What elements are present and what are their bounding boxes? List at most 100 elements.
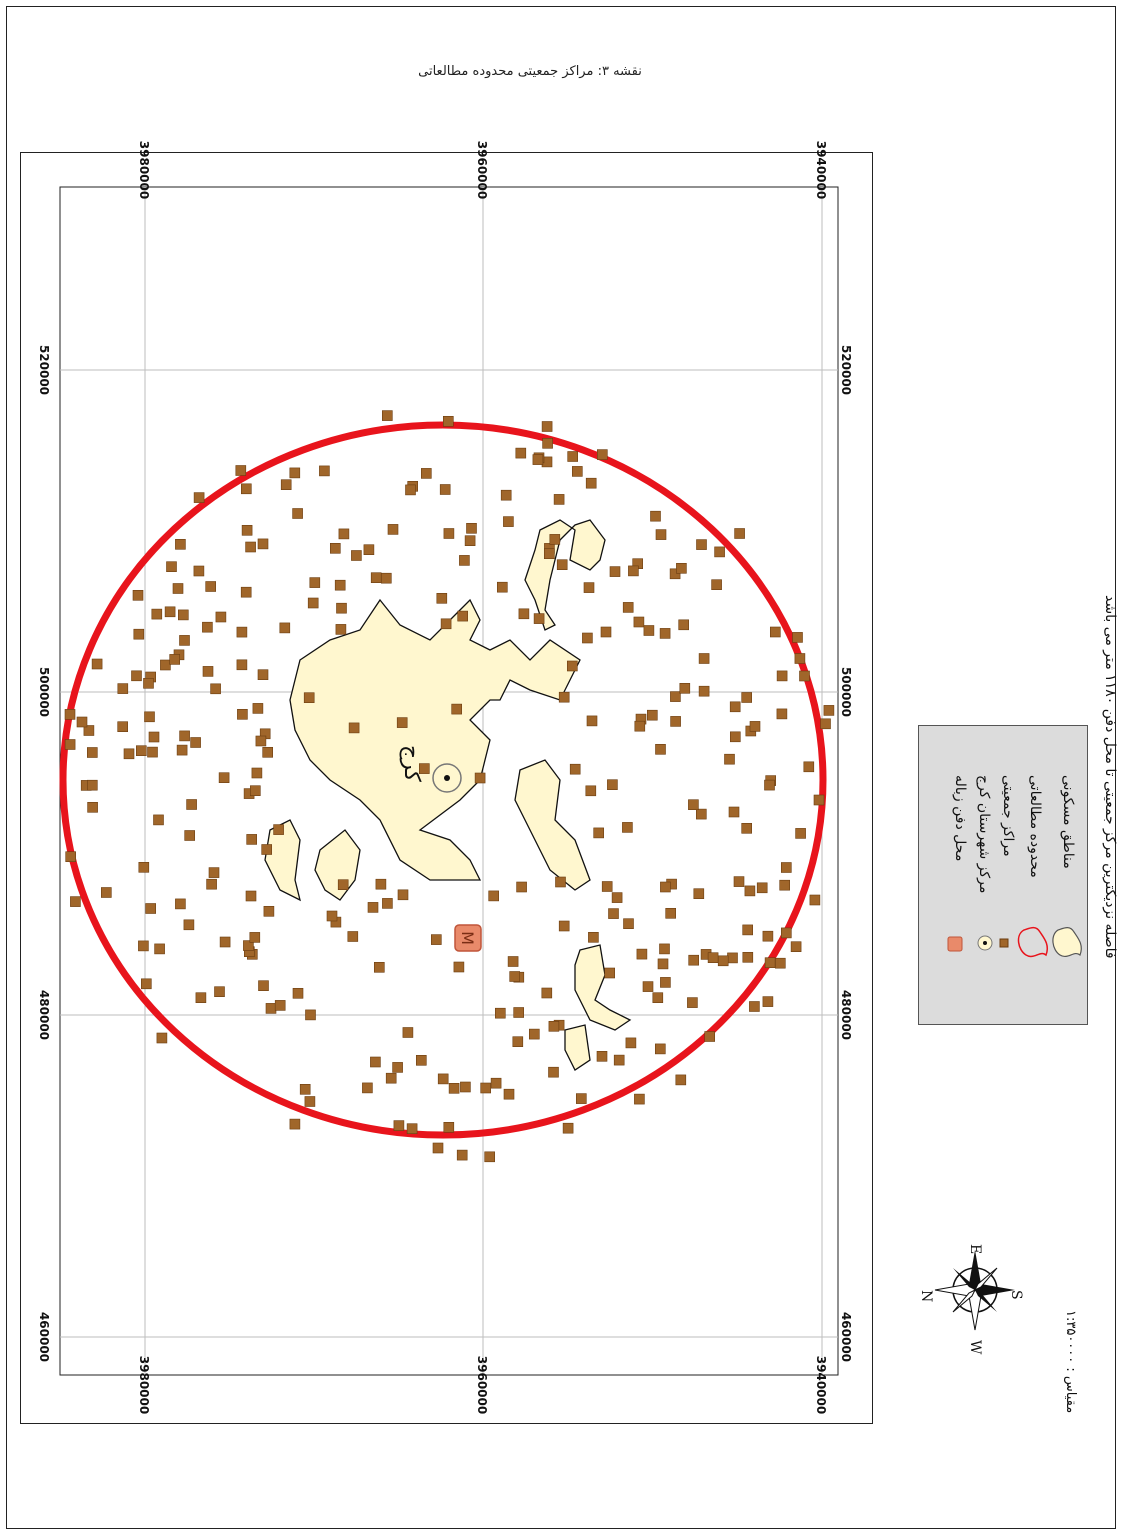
population-center-marker <box>169 654 180 665</box>
population-center-marker <box>741 692 753 703</box>
population-center-marker <box>593 827 605 839</box>
population-center-marker <box>347 931 359 942</box>
population-center-marker <box>585 477 597 489</box>
population-center-marker <box>623 918 634 930</box>
population-center-marker <box>762 996 774 1007</box>
population-center-marker <box>556 559 568 571</box>
landfill-icon <box>947 936 963 952</box>
population-center-marker <box>459 555 470 566</box>
population-center-marker <box>742 924 754 936</box>
population-center-marker <box>240 586 252 598</box>
population-center-marker <box>607 779 618 791</box>
population-center-marker <box>503 516 514 527</box>
population-center-marker <box>131 670 142 682</box>
population-center-marker <box>669 568 681 580</box>
population-center-marker <box>299 1084 311 1095</box>
population-center-marker <box>261 844 273 855</box>
grid-label-y-top: 3940000 <box>814 141 828 199</box>
city-label: کرج <box>399 745 424 782</box>
population-center-marker <box>397 889 409 901</box>
population-center-marker <box>582 632 593 644</box>
population-center-marker <box>484 1151 496 1163</box>
population-center-marker <box>542 437 553 449</box>
population-center-marker <box>676 562 687 574</box>
population-center-icon <box>999 938 1009 948</box>
population-center-marker <box>555 876 566 888</box>
population-center-marker <box>466 522 477 534</box>
population-center-marker <box>776 670 788 682</box>
population-center-marker <box>309 577 321 588</box>
population-center-marker <box>335 624 347 635</box>
grid-label-x-left: 500000 <box>37 667 51 717</box>
population-center-marker <box>503 1088 515 1100</box>
population-center-marker <box>532 454 544 465</box>
population-center-marker <box>634 1093 645 1105</box>
population-center-marker <box>456 1149 468 1161</box>
population-center-marker <box>655 743 666 755</box>
population-center-marker <box>439 484 451 495</box>
population-center-marker <box>176 744 188 756</box>
population-center-marker <box>305 1009 316 1021</box>
population-center-marker <box>636 948 648 960</box>
population-center-marker <box>548 1066 559 1078</box>
population-center-marker <box>693 888 705 900</box>
residential-area-icon <box>1052 927 1082 958</box>
population-center-marker <box>794 653 806 664</box>
population-center-marker <box>601 881 613 892</box>
population-center-marker <box>373 961 385 973</box>
population-center-marker <box>136 745 147 757</box>
population-center-marker <box>792 632 803 643</box>
population-center-marker <box>769 626 781 638</box>
population-center-marker <box>64 739 76 750</box>
population-center-marker <box>729 701 741 713</box>
population-center-marker <box>613 1054 625 1066</box>
compass-w: W <box>967 1340 983 1355</box>
population-center-marker <box>418 763 430 774</box>
population-center-marker <box>678 619 690 631</box>
grid-label-x-right: 520000 <box>839 345 853 395</box>
population-center-marker <box>307 597 319 609</box>
population-center-marker <box>214 986 225 998</box>
population-center-marker <box>583 582 595 593</box>
population-center-marker <box>138 861 150 873</box>
population-center-marker <box>133 628 145 640</box>
scale-text: مقیاس : ۱:۳۵۰۰۰۰ <box>1063 1310 1078 1414</box>
population-center-marker <box>688 954 700 966</box>
population-center-marker <box>654 1043 666 1055</box>
population-center-marker <box>820 718 831 730</box>
population-center-marker <box>571 466 583 477</box>
population-center-marker <box>714 546 725 558</box>
population-center-marker <box>642 981 654 992</box>
population-center-marker <box>420 468 432 479</box>
population-center-marker <box>633 616 645 628</box>
population-center-marker <box>474 772 486 784</box>
population-center-marker <box>687 997 698 1008</box>
population-center-marker <box>823 705 835 716</box>
population-center-marker <box>516 881 527 893</box>
population-center-marker <box>795 828 806 839</box>
population-center-marker <box>513 1007 525 1018</box>
residential-area-1 <box>264 819 301 902</box>
population-center-marker <box>670 716 681 727</box>
population-center-marker <box>509 971 521 982</box>
population-center-marker <box>143 677 154 689</box>
population-center-marker <box>776 708 788 720</box>
compass-n: N <box>918 1290 934 1302</box>
population-center-marker <box>175 538 186 550</box>
population-center-marker <box>586 715 598 727</box>
population-center-marker <box>123 748 135 760</box>
population-center-marker <box>733 876 745 887</box>
population-center-marker <box>457 610 469 622</box>
population-center-marker <box>762 930 774 942</box>
population-center-marker <box>202 621 213 633</box>
grid-label-y-bottom: 3940000 <box>814 1356 828 1414</box>
residential-area-karaj <box>289 598 581 881</box>
population-center-marker <box>494 1007 506 1019</box>
study-area-icon <box>1017 926 1049 958</box>
population-center-marker <box>515 447 527 459</box>
population-center-marker <box>370 572 382 584</box>
population-center-marker <box>362 1082 373 1094</box>
population-center-marker <box>443 1122 455 1133</box>
population-center-marker <box>257 669 269 681</box>
population-center-marker <box>367 902 379 913</box>
